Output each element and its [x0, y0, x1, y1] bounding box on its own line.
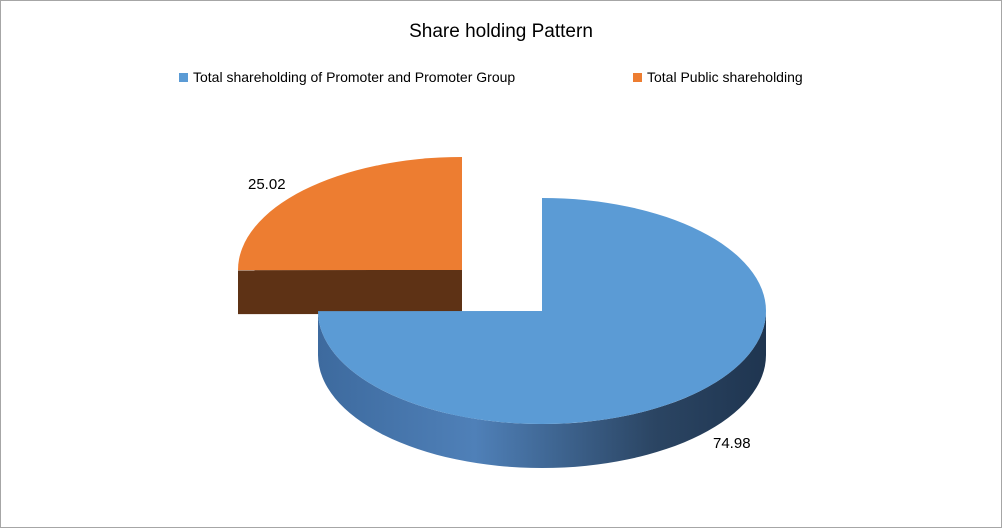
data-label-public: 25.02 [248, 176, 286, 193]
pie-slice-public [238, 157, 462, 315]
pie-slice-public-top [238, 157, 462, 271]
legend-item-promoter: Total shareholding of Promoter and Promo… [179, 69, 515, 85]
chart-title: Share holding Pattern [409, 21, 593, 42]
legend-label-public: Total Public shareholding [647, 69, 803, 85]
pie-slice-promoter-side [318, 311, 767, 469]
data-label-promoter: 74.98 [713, 435, 751, 452]
legend-label-promoter: Total shareholding of Promoter and Promo… [193, 69, 516, 85]
pie-slice-public-side [238, 270, 462, 315]
legend-item-public: Total Public shareholding [633, 69, 803, 85]
legend-swatch-public [633, 72, 642, 82]
pie-slice-promoter [318, 198, 767, 469]
legend-swatch-promoter [179, 72, 188, 82]
pie-slice-promoter-top [318, 198, 767, 424]
chart-legend: Total shareholding of Promoter and Promo… [1, 69, 1001, 89]
